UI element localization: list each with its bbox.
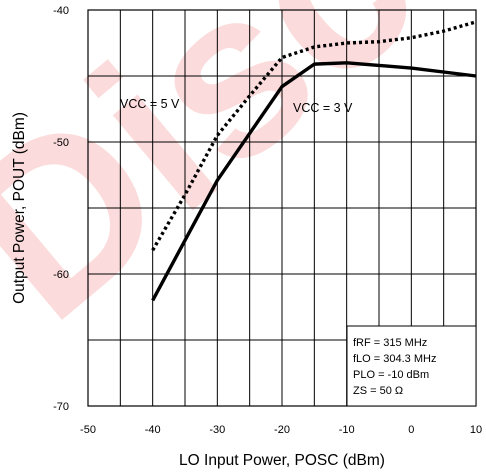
watermark-logo: Disc [0, 0, 462, 368]
condition-zs: ZS = 50 Ω [353, 385, 403, 397]
series-line-vcc3 [151, 61, 477, 302]
x-tick-label: -20 [274, 424, 290, 436]
y-tick-label: -70 [53, 401, 69, 413]
condition-flo: fLO = 304.3 MHz [353, 353, 436, 365]
x-tick-label: -50 [80, 424, 96, 436]
x-tick-label: -10 [339, 424, 355, 436]
plot-frame [87, 9, 477, 407]
x-axis-label: LO Input Power, POSC (dBm) [179, 452, 385, 469]
annotation-vcc3: VCC = 3 V [293, 101, 353, 115]
grid [88, 10, 476, 406]
x-tick-label: -30 [209, 424, 225, 436]
conditions-box: fRF = 315 MHz fLO = 304.3 MHz PLO = -10 … [346, 325, 477, 407]
annotation-vcc5: VCC = 5 V [120, 97, 180, 111]
x-tick-label: -40 [145, 424, 161, 436]
condition-plo: PLO = -10 dBm [353, 369, 429, 381]
series-line-vcc5 [151, 20, 477, 252]
series-lines [151, 20, 477, 302]
tick-labels: -50 -40 -30 -20 -10 0 10 -40 -50 -60 -70 [53, 5, 482, 436]
x-tick-label: 10 [470, 424, 482, 436]
y-tick-label: -40 [53, 5, 69, 17]
y-tick-label: -50 [53, 137, 69, 149]
y-axis-label: Output Power, POUT (dBm) [11, 112, 28, 304]
y-tick-label: -60 [53, 269, 69, 281]
condition-frf: fRF = 315 MHz [353, 337, 427, 349]
x-tick-label: 0 [408, 424, 414, 436]
